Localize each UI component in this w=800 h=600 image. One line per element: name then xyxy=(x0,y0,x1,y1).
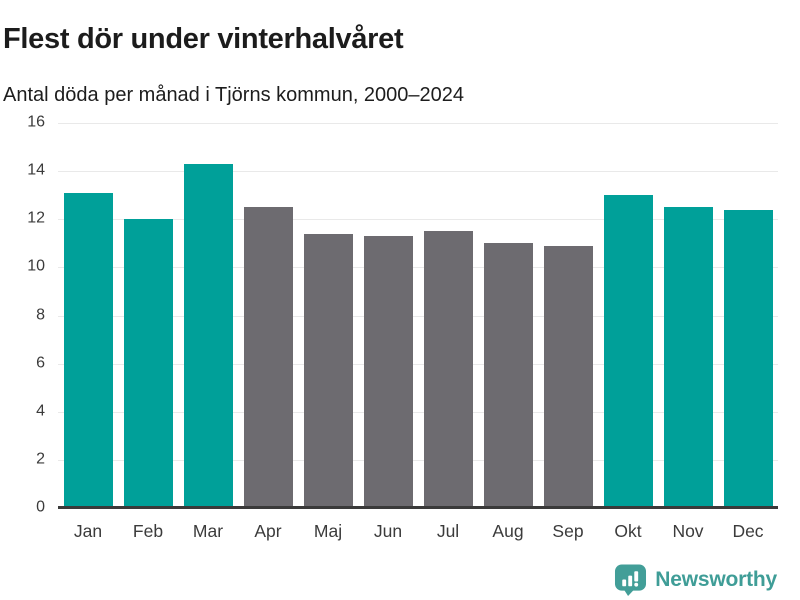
chart-subtitle: Antal döda per månad i Tjörns kommun, 20… xyxy=(3,84,465,106)
y-tick-label-8: 8 xyxy=(36,306,45,324)
y-tick-label-10: 10 xyxy=(27,258,45,276)
y-tick-label-6: 6 xyxy=(36,354,45,372)
bar-okt xyxy=(603,195,653,508)
y-gridline-2 xyxy=(58,459,778,461)
y-gridline-4 xyxy=(58,411,778,413)
x-tick-label-nov: Nov xyxy=(672,521,704,541)
y-tick-label-14: 14 xyxy=(27,161,45,179)
x-tick-label-dec: Dec xyxy=(732,521,764,541)
bar-apr xyxy=(243,207,293,508)
bar-mar xyxy=(183,163,233,508)
y-gridline-12 xyxy=(58,219,778,221)
x-tick-label-apr: Apr xyxy=(254,521,282,541)
bar-dec xyxy=(723,209,773,508)
y-tick-label-16: 16 xyxy=(27,113,45,131)
x-tick-label-feb: Feb xyxy=(132,521,164,541)
x-tick-label-aug: Aug xyxy=(492,521,524,541)
y-gridline-10 xyxy=(58,267,778,269)
bar-chart-plot-area xyxy=(58,123,778,508)
x-tick-label-mar: Mar xyxy=(192,521,224,541)
x-axis: Jan Feb Mar Apr Maj Jun Jul Aug Sep Okt Nov Dec xyxy=(58,521,778,545)
y-gridline-14 xyxy=(58,171,778,173)
bar-jan xyxy=(63,192,113,508)
x-axis-line xyxy=(58,506,778,509)
x-tick-label-maj: Maj xyxy=(313,521,343,541)
x-tick-label-jun: Jun xyxy=(373,521,403,541)
chart-title: Flest dör under vinterhalvåret xyxy=(3,23,404,56)
bar-feb xyxy=(123,219,173,508)
x-tick-label-okt: Okt xyxy=(614,521,642,541)
bar-sep xyxy=(543,245,593,508)
x-tick-label-jul: Jul xyxy=(436,521,460,541)
newsworthy-logo: Newsworthy xyxy=(614,564,777,596)
y-tick-label-12: 12 xyxy=(27,209,45,227)
x-tick-label-sep: Sep xyxy=(552,521,584,541)
y-tick-label-2: 2 xyxy=(36,450,45,468)
y-gridline-16 xyxy=(58,123,778,124)
y-tick-label-4: 4 xyxy=(36,402,45,420)
y-tick-label-0: 0 xyxy=(36,498,45,516)
newsworthy-wordmark: Newsworthy xyxy=(655,568,777,591)
bar-aug xyxy=(483,243,533,508)
bar-nov xyxy=(663,207,713,508)
bar-jun xyxy=(363,236,413,508)
y-axis: 0 2 4 6 8 10 12 14 16 xyxy=(0,0,45,560)
y-gridline-8 xyxy=(58,315,778,317)
newsworthy-logo-icon xyxy=(615,564,647,596)
y-gridline-6 xyxy=(58,363,778,365)
bar-maj xyxy=(303,233,353,508)
bar-jul xyxy=(423,231,473,508)
x-tick-label-jan: Jan xyxy=(73,521,103,541)
